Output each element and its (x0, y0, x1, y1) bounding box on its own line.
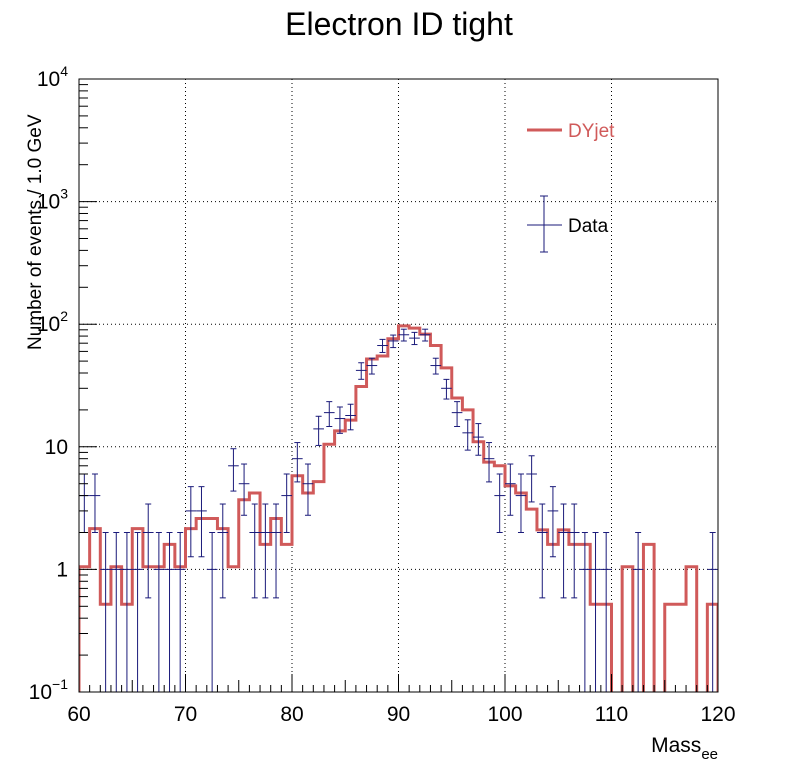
data-point (600, 531, 612, 692)
data-point (196, 486, 207, 558)
data-point (228, 448, 239, 492)
x-axis-label-sub: ee (701, 746, 718, 763)
x-tick-label: 110 (595, 703, 628, 726)
y-tick-label-base: 10 (37, 191, 60, 214)
legend-label-dyjet: DYjet (568, 121, 615, 142)
data-point (409, 331, 420, 346)
data-point (387, 334, 399, 349)
data-point (441, 378, 452, 400)
data-point (430, 357, 442, 375)
x-tick-label: 100 (487, 703, 522, 726)
data-point (249, 503, 261, 599)
data-point (110, 531, 122, 692)
data-point (185, 486, 197, 558)
data-point (419, 328, 431, 342)
data-point (260, 503, 271, 599)
data-point (174, 531, 186, 692)
y-tick-label-base: 10 (45, 436, 68, 459)
data-point (142, 503, 154, 599)
data-point (164, 531, 175, 692)
x-tick-label: 120 (700, 703, 735, 726)
data-point (377, 338, 388, 353)
x-tick-label: 70 (174, 703, 197, 726)
x-axis-label: Massee (651, 734, 718, 763)
data-point (366, 357, 378, 375)
axes (78, 78, 719, 693)
data-point (707, 531, 718, 692)
data-point (153, 531, 165, 692)
legend: DYjet Data (527, 121, 615, 253)
data-point (217, 503, 229, 599)
data-point (132, 531, 143, 692)
y-tick-label: 102 (37, 308, 68, 336)
data-point (515, 473, 527, 533)
data-point (526, 455, 537, 503)
y-tick-label: 10 (45, 436, 68, 459)
data-point (462, 419, 474, 451)
dyjet-histogram (79, 324, 718, 692)
data-point (483, 442, 495, 483)
data-point (505, 463, 516, 516)
y-tick-label-exponent: 2 (60, 308, 68, 324)
data-point (579, 531, 591, 692)
data-point (547, 486, 559, 558)
x-axis-label-main: Mass (651, 734, 701, 757)
y-tick-label-base: 10 (37, 313, 60, 336)
data-point (323, 401, 335, 428)
y-tick-label: 103 (37, 186, 68, 214)
y-tick-label: 10−1 (29, 676, 69, 704)
legend-swatch-data (527, 195, 562, 253)
y-tick-label: 104 (37, 63, 68, 91)
data-point (451, 401, 463, 428)
y-tick-label-exponent: 3 (60, 186, 68, 202)
data-point (270, 503, 282, 599)
data-point (334, 406, 346, 434)
data-point (536, 503, 548, 599)
data-point (494, 473, 505, 533)
y-tick-label: 1 (56, 558, 68, 581)
data-point (121, 531, 133, 692)
data-point (473, 423, 484, 456)
x-tick-label: 60 (67, 703, 90, 726)
data-point (558, 503, 569, 599)
data-point (398, 328, 410, 342)
data-point (292, 442, 303, 483)
legend-label-data: Data (568, 216, 609, 237)
data-point (345, 403, 356, 431)
x-tick-label: 80 (280, 703, 303, 726)
data-point (89, 473, 101, 533)
chart-title: Electron ID tight (285, 6, 513, 42)
data-point (302, 463, 314, 516)
data-point (568, 503, 580, 599)
y-tick-label-exponent: −1 (52, 676, 68, 692)
y-tick-label-base: 10 (37, 68, 60, 91)
data-point (100, 531, 111, 692)
y-tick-label-base: 10 (29, 681, 52, 704)
data-point (238, 463, 250, 516)
x-tick-label: 90 (387, 703, 410, 726)
data-points (79, 328, 718, 692)
data-point (313, 415, 324, 446)
data-point (281, 473, 292, 533)
dyjet-step-line (79, 324, 718, 692)
data-point (632, 531, 644, 692)
data-point (355, 362, 367, 380)
data-point (206, 531, 218, 692)
data-point (590, 531, 601, 692)
y-tick-label-base: 1 (56, 558, 68, 581)
y-axis-label: Number of events / 1.0 GeV (25, 114, 46, 350)
data-point (79, 473, 90, 533)
y-tick-label-exponent: 4 (60, 63, 68, 79)
